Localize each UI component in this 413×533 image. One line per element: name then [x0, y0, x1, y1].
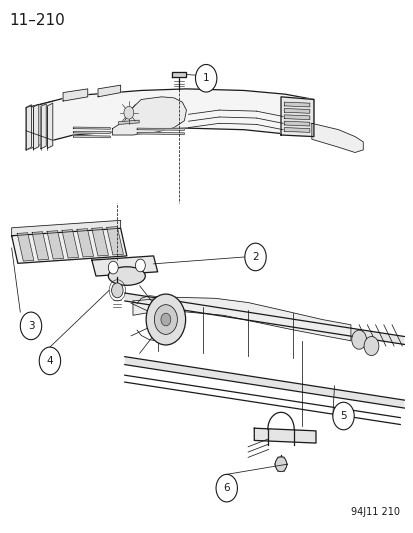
Polygon shape — [17, 233, 34, 261]
Polygon shape — [254, 428, 315, 443]
Polygon shape — [47, 231, 64, 259]
Text: 1: 1 — [202, 73, 209, 83]
Polygon shape — [284, 109, 309, 114]
Polygon shape — [92, 228, 108, 256]
Circle shape — [351, 330, 366, 349]
Circle shape — [275, 457, 286, 472]
Polygon shape — [98, 85, 120, 97]
Polygon shape — [33, 104, 39, 149]
Polygon shape — [92, 256, 157, 276]
Polygon shape — [12, 228, 126, 263]
Circle shape — [20, 312, 42, 340]
Circle shape — [39, 347, 60, 375]
Polygon shape — [41, 104, 46, 149]
Polygon shape — [124, 293, 404, 344]
Polygon shape — [311, 123, 362, 152]
Polygon shape — [63, 89, 88, 101]
Text: 2: 2 — [252, 252, 258, 262]
Polygon shape — [26, 105, 31, 150]
Polygon shape — [284, 121, 309, 126]
Polygon shape — [118, 120, 139, 124]
Circle shape — [108, 261, 118, 274]
Polygon shape — [284, 115, 309, 119]
Text: 94J11 210: 94J11 210 — [350, 507, 399, 517]
Polygon shape — [107, 227, 123, 255]
Circle shape — [146, 294, 185, 345]
Polygon shape — [112, 97, 186, 135]
Polygon shape — [284, 127, 309, 132]
Circle shape — [112, 283, 123, 298]
Polygon shape — [73, 127, 110, 129]
Polygon shape — [47, 103, 53, 148]
Polygon shape — [73, 135, 110, 138]
Circle shape — [135, 259, 145, 272]
Text: 4: 4 — [47, 356, 53, 366]
Text: 11–210: 11–210 — [9, 13, 65, 28]
Polygon shape — [133, 297, 350, 341]
Polygon shape — [171, 72, 186, 77]
Polygon shape — [77, 229, 93, 257]
Polygon shape — [284, 102, 309, 107]
Polygon shape — [137, 132, 184, 134]
Circle shape — [332, 402, 354, 430]
Polygon shape — [12, 220, 120, 236]
Ellipse shape — [108, 266, 145, 285]
Polygon shape — [124, 357, 404, 408]
Polygon shape — [73, 131, 110, 133]
Polygon shape — [32, 232, 49, 260]
Polygon shape — [137, 128, 184, 130]
Polygon shape — [62, 230, 78, 258]
Polygon shape — [280, 97, 313, 136]
Circle shape — [195, 64, 216, 92]
Polygon shape — [26, 89, 313, 150]
Circle shape — [154, 305, 177, 334]
Text: 3: 3 — [28, 321, 34, 331]
Circle shape — [216, 474, 237, 502]
Circle shape — [363, 336, 378, 356]
Circle shape — [161, 313, 171, 326]
Circle shape — [123, 107, 133, 119]
Text: 6: 6 — [223, 483, 230, 493]
Circle shape — [244, 243, 266, 271]
Text: 5: 5 — [339, 411, 346, 421]
